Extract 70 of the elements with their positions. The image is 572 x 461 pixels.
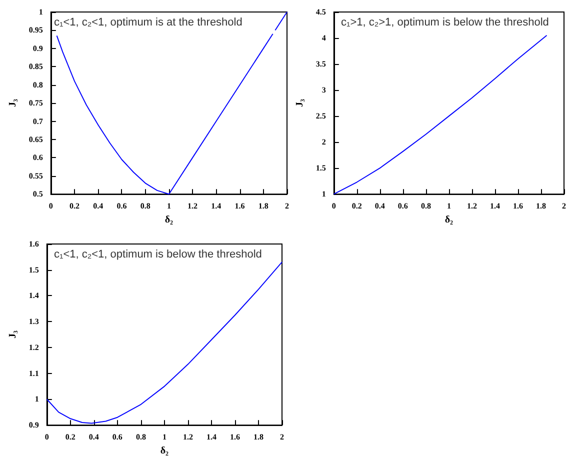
y-tick-label: 1.2 xyxy=(28,342,39,352)
y-tick-label: 3 xyxy=(322,86,326,95)
x-tick-label: 1.6 xyxy=(234,202,245,211)
x-tick-label: 0.4 xyxy=(374,202,385,211)
x-tick-label: 0.6 xyxy=(116,202,127,211)
x-tick-label: 0.8 xyxy=(140,202,150,211)
y-tick-label: 0.95 xyxy=(28,26,43,35)
y-tick-label: 0.75 xyxy=(28,98,43,108)
y-axis-title: J₃ xyxy=(8,330,18,339)
x-tick-label: 1.2 xyxy=(466,202,477,211)
x-axis-title: δ₂ xyxy=(160,446,169,456)
x-tick-label: 1.8 xyxy=(536,202,546,211)
y-tick-label: 0.8 xyxy=(32,80,43,90)
y-tick-label: 2.5 xyxy=(316,112,326,121)
x-tick-label: 0.2 xyxy=(70,202,80,211)
x-tick-label: 1.8 xyxy=(258,202,268,211)
x-tick-label: 0.8 xyxy=(420,202,431,211)
x-tick-label: 2 xyxy=(562,202,566,211)
x-tick-label: 1.4 xyxy=(211,202,222,211)
x-tick-label: 0.4 xyxy=(88,432,99,442)
x-tick-label: 0 xyxy=(332,202,336,211)
y-tick-label: 2 xyxy=(322,138,326,147)
x-tick-label: 0.6 xyxy=(398,202,408,211)
y-tick-label: 1 xyxy=(38,8,43,16)
x-tick-label: 1.8 xyxy=(253,432,264,442)
annotation: c₁<1, c₂<1, optimum is at the threshold xyxy=(54,16,242,28)
x-tick-label: 1 xyxy=(166,202,171,211)
y-tick-label: 0.65 xyxy=(28,134,43,144)
x-tick-label: 0.6 xyxy=(112,432,122,442)
x-tick-label: 1.2 xyxy=(188,202,198,211)
annotation: c₁>1, c₂>1, optimum is below the threshold xyxy=(341,16,549,28)
y-axis-title: J₃ xyxy=(294,99,306,108)
y-tick-label: 1.4 xyxy=(28,291,39,300)
y-axis-title: J₃ xyxy=(8,99,18,108)
x-tick-label: 0.4 xyxy=(93,202,104,211)
y-tick-label: 3.5 xyxy=(316,60,326,69)
y-tick-label: 4 xyxy=(322,34,326,43)
y-tick-label: 0.5 xyxy=(32,190,43,199)
x-tick-label: 1.6 xyxy=(512,202,523,211)
x-tick-label: 1 xyxy=(162,432,166,442)
x-tick-label: 0.2 xyxy=(65,432,76,442)
y-tick-label: 0.9 xyxy=(28,420,39,430)
y-tick-label: 0.55 xyxy=(28,171,43,180)
y-tick-label: 1 xyxy=(322,190,326,199)
line-series xyxy=(333,34,548,195)
annotation: c₁<1, c₂<1, optimum is below the threshold xyxy=(54,248,262,260)
x-axis-title: δ₂ xyxy=(444,214,454,226)
y-tick-label: 0.7 xyxy=(32,116,43,126)
x-tick-label: 1.2 xyxy=(182,432,193,442)
x-tick-label: 1.4 xyxy=(490,202,500,211)
x-tick-label: 2 xyxy=(280,432,284,442)
y-tick-label: 1.6 xyxy=(28,240,39,248)
y-tick-label: 1.5 xyxy=(316,164,326,173)
x-axis-title: δ₂ xyxy=(164,214,174,226)
x-tick-label: 1.6 xyxy=(230,432,240,442)
x-tick-label: 0.2 xyxy=(352,202,362,211)
y-tick-label: 0.9 xyxy=(32,44,43,53)
y-tick-label: 4.5 xyxy=(316,8,326,16)
x-tick-label: 0 xyxy=(48,202,53,211)
x-tick-label: 1.4 xyxy=(206,432,216,442)
y-tick-label: 1.3 xyxy=(28,317,39,326)
y-tick-label: 0.85 xyxy=(28,62,43,72)
x-tick-label: 0 xyxy=(44,432,49,442)
y-tick-label: 1 xyxy=(34,394,39,404)
y-tick-label: 0.6 xyxy=(32,153,43,162)
y-tick-label: 1.1 xyxy=(28,368,39,378)
x-tick-label: 2 xyxy=(285,202,289,211)
x-tick-label: 0.8 xyxy=(136,432,146,442)
y-tick-label: 1.5 xyxy=(28,265,39,274)
x-tick-label: 1 xyxy=(446,202,451,211)
